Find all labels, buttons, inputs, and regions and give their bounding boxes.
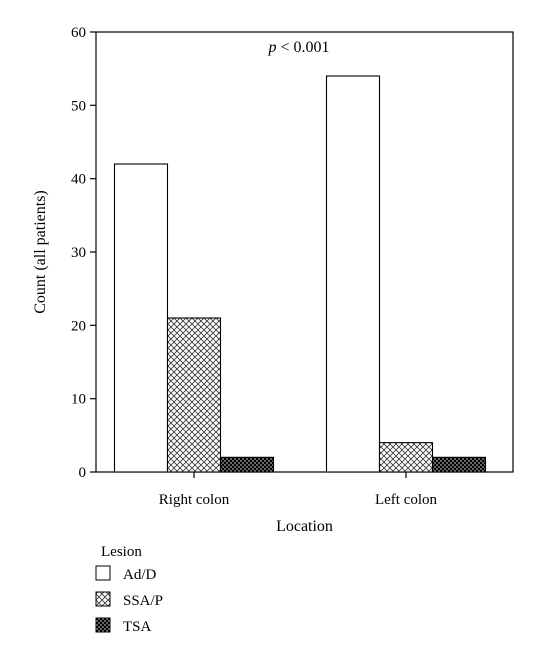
bar-tsa-left	[431, 456, 487, 473]
legend-swatch	[95, 617, 111, 633]
legend: Lesion Ad/D SSA/P TSA	[95, 544, 163, 635]
y-tick-label: 60	[71, 25, 86, 41]
plot-area: 0 10 20 30 40 50 60 Right colon Left colon	[71, 25, 514, 508]
legend-label: SSA/P	[123, 593, 163, 609]
bar-ssa-p-right	[166, 317, 222, 473]
y-tick-label: 10	[71, 392, 86, 408]
y-tick-label: 30	[71, 245, 86, 261]
bar-ssa-p-left	[378, 442, 434, 473]
legend-swatch	[95, 565, 111, 581]
bar-ad-d-right	[113, 163, 169, 473]
p-value-annotation: p < 0.001	[267, 39, 329, 56]
x-axis-title: Location	[276, 518, 333, 535]
bars	[113, 75, 487, 473]
y-tick-label: 0	[79, 465, 87, 481]
x-tick-label: Right colon	[159, 492, 230, 508]
p-symbol: p	[267, 39, 276, 56]
legend-items: Ad/D SSA/P TSA	[95, 565, 163, 635]
x-axis-ticks: Right colon Left colon	[159, 472, 438, 508]
y-axis-title: Count (all patients)	[32, 190, 49, 314]
legend-label: TSA	[123, 619, 152, 635]
legend-label: Ad/D	[123, 567, 157, 583]
bar-tsa-right	[219, 456, 275, 473]
y-tick-label: 50	[71, 98, 86, 114]
bar-ad-d-left	[325, 75, 381, 473]
y-tick-label: 40	[71, 172, 86, 188]
x-tick-label: Left colon	[375, 492, 438, 508]
y-tick-label: 20	[71, 318, 86, 334]
legend-swatch	[95, 591, 111, 607]
y-axis-ticks: 0 10 20 30 40 50 60	[71, 25, 96, 481]
p-value-text: < 0.001	[276, 39, 329, 56]
legend-title: Lesion	[101, 544, 142, 560]
